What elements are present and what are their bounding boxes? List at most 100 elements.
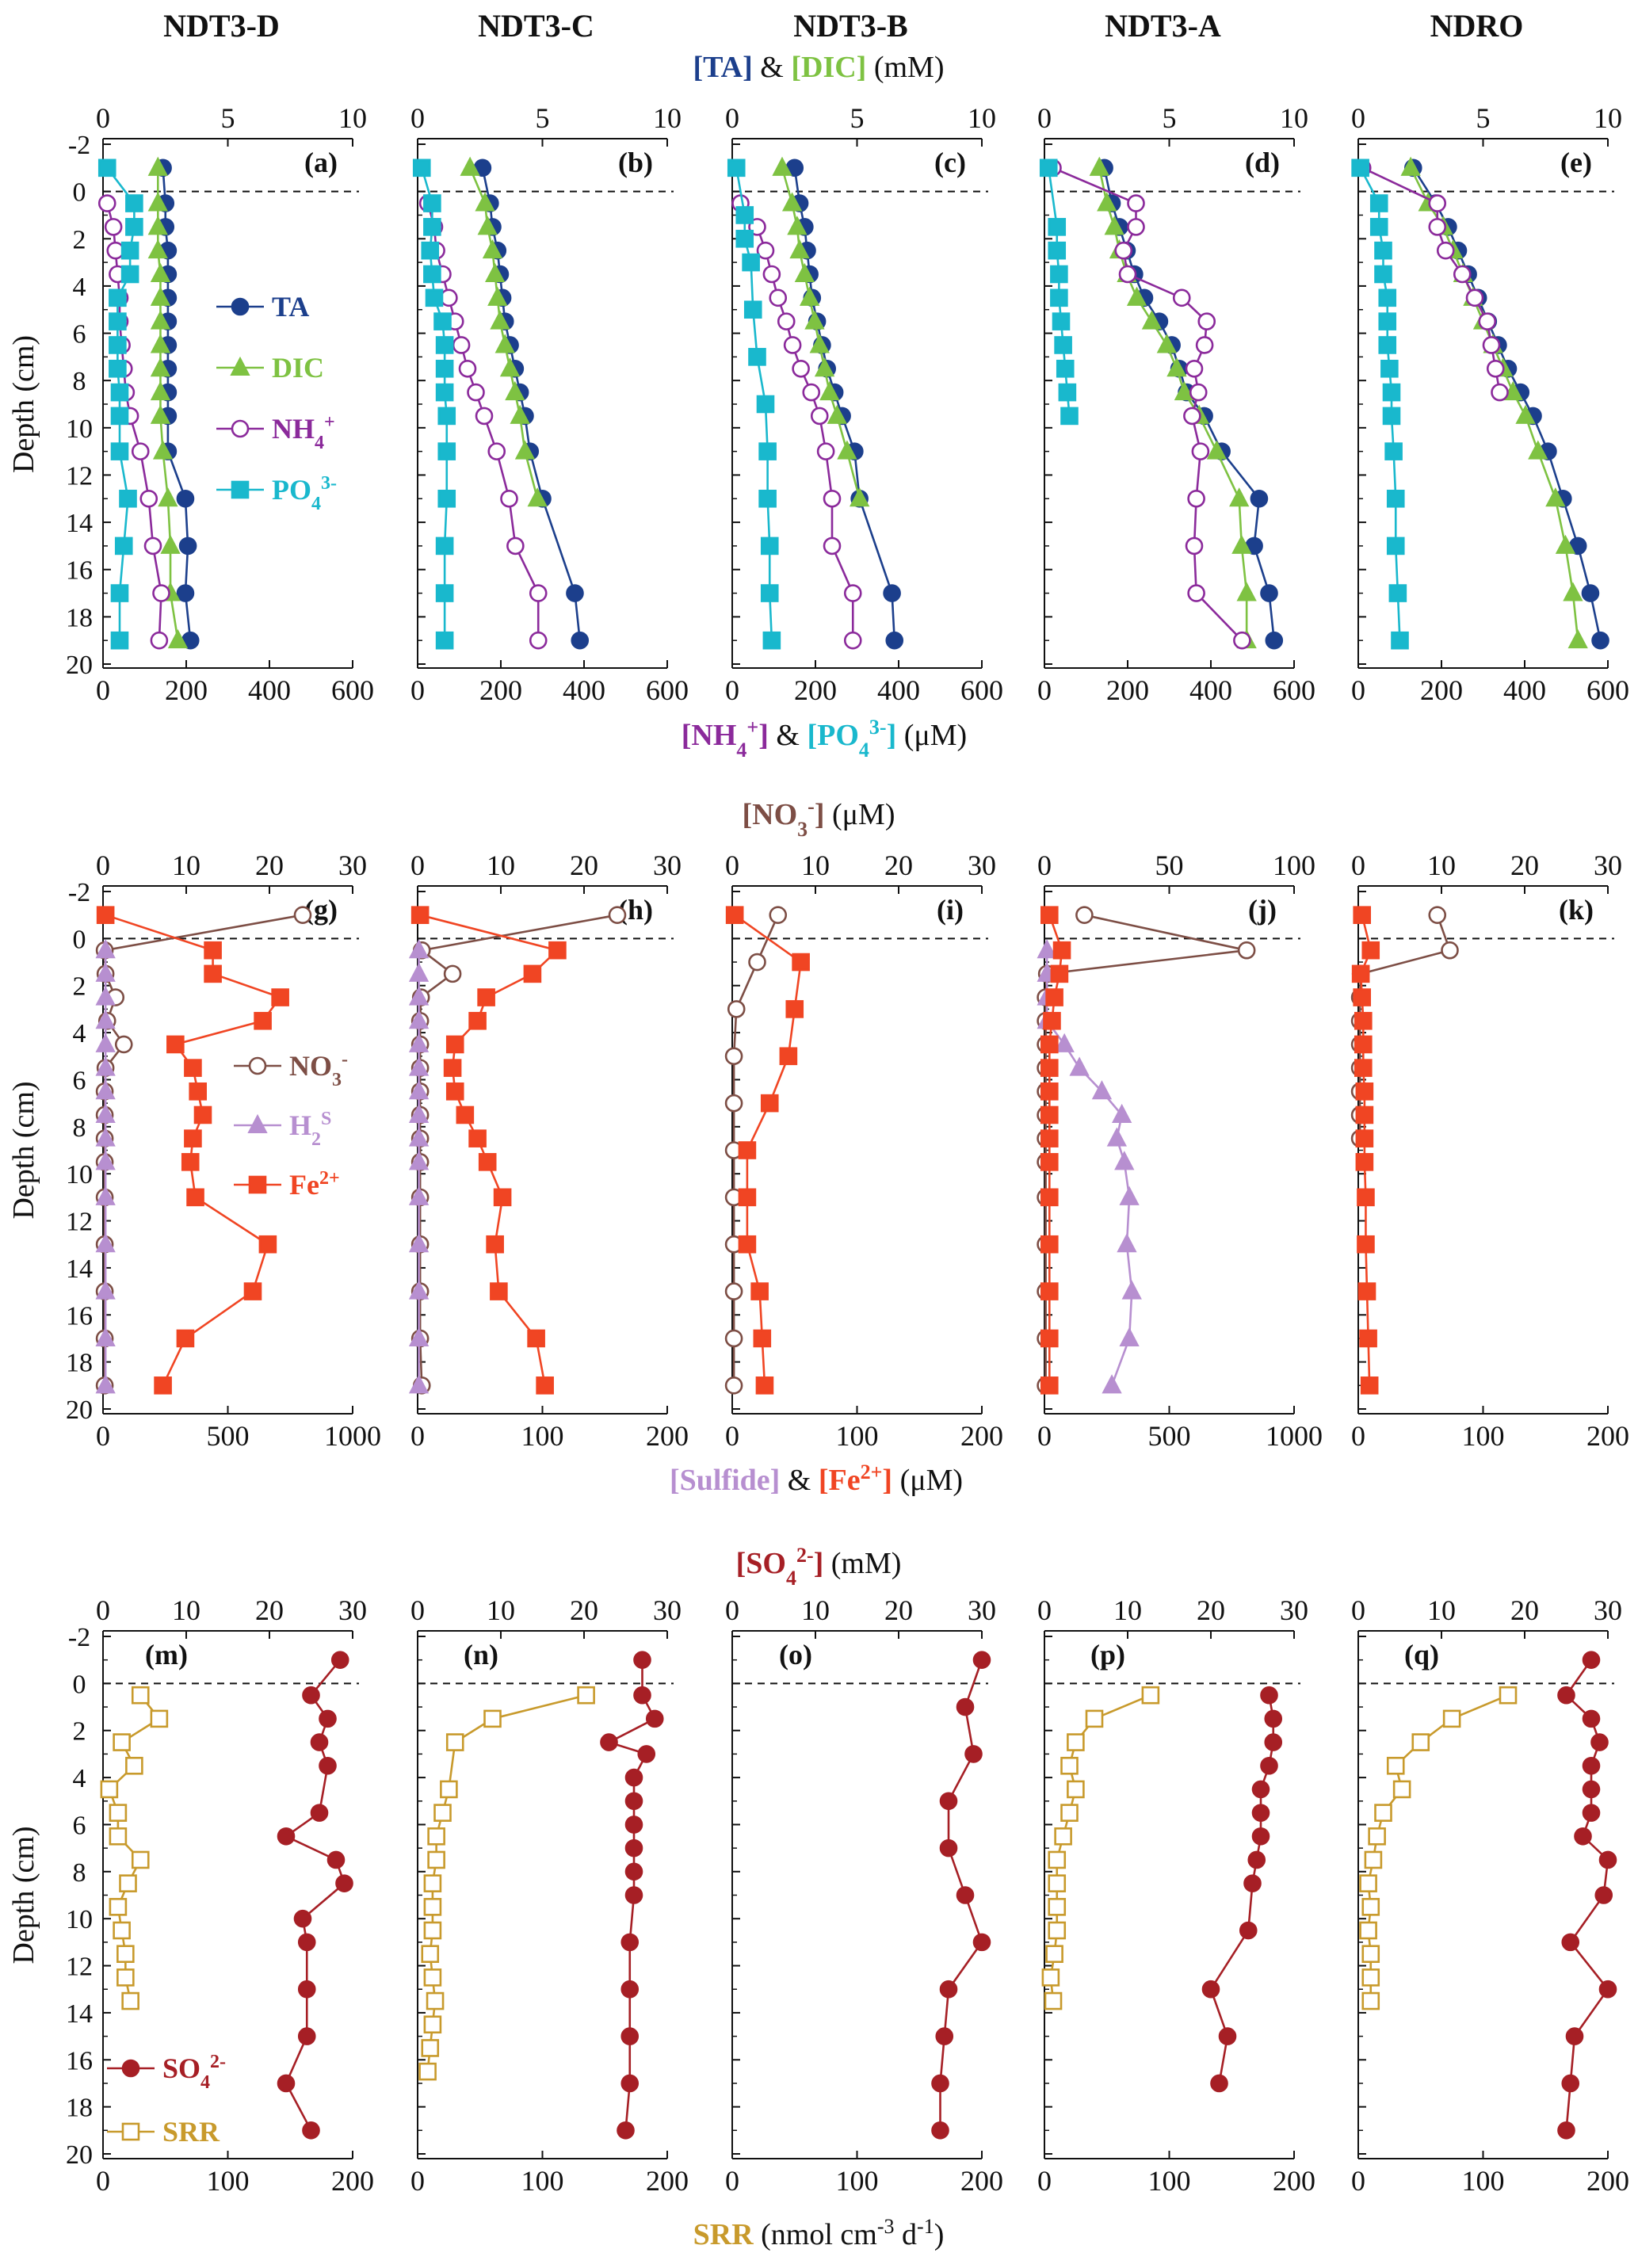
data-point-nh4 <box>823 489 842 508</box>
data-point-h2s <box>408 1103 430 1123</box>
top-tick-label: 0 <box>410 850 425 881</box>
bottom-tick-label: 0 <box>1351 2165 1365 2197</box>
data-point-fe <box>779 1047 798 1066</box>
panel-q: 0 10 20 30 0 100 200 (q) <box>1351 1594 1629 2197</box>
data-point-po4 <box>1052 312 1071 330</box>
bottom-tick-label: 200 <box>794 674 837 706</box>
data-point-srr <box>1361 1898 1380 1916</box>
data-point-so4 <box>620 1933 640 1952</box>
data-point-fe <box>1050 964 1069 983</box>
data-point-nh4 <box>467 383 485 402</box>
data-point-po4 <box>435 336 454 354</box>
data-point-nh4 <box>1491 383 1509 402</box>
data-point-nh4 <box>1482 336 1501 354</box>
data-point-no3 <box>1075 906 1094 924</box>
panel-label: (d) <box>1245 147 1280 178</box>
panel-k: 0 10 20 30 0 100 200 (k) <box>1350 850 1629 1452</box>
data-point-nh4 <box>458 359 477 378</box>
data-point-fe <box>785 1000 804 1018</box>
row1-footer-part: [PO <box>807 719 858 752</box>
top-tick-label: 0 <box>96 850 110 881</box>
data-point-nh4 <box>1428 194 1447 212</box>
data-point-po4 <box>735 206 754 224</box>
data-point-dic <box>781 192 803 212</box>
bottom-tick-label: 600 <box>1586 674 1629 706</box>
data-point-fe <box>1353 906 1372 924</box>
row3-footer-part: -3 <box>877 2215 895 2238</box>
data-point-po4 <box>421 241 440 260</box>
top-tick-label: 5 <box>536 102 550 134</box>
data-point-po4 <box>1374 241 1392 260</box>
data-point-srr <box>1411 1733 1430 1751</box>
data-point-fe <box>527 1329 545 1348</box>
data-point-dic <box>482 239 503 259</box>
data-point-ta <box>178 536 197 556</box>
data-point-dic <box>814 357 835 377</box>
data-point-srr <box>1060 1804 1079 1822</box>
data-point-srr <box>423 2015 442 2034</box>
data-point-h2s <box>408 1327 430 1346</box>
data-point-dic <box>475 192 495 212</box>
data-point-dic <box>804 310 825 330</box>
bottom-tick-label: 0 <box>1351 1420 1365 1452</box>
depth-tick-label: 18 <box>66 2094 93 2123</box>
data-point-dic <box>819 380 840 401</box>
data-point-dic <box>772 156 792 176</box>
top-tick-label: 20 <box>884 850 913 881</box>
data-point-po4 <box>109 288 127 307</box>
legend-marker-h2s <box>247 1113 268 1133</box>
data-point-so4 <box>624 1768 643 1787</box>
bottom-tick-label: 0 <box>410 674 425 706</box>
data-point-so4 <box>326 1850 346 1869</box>
data-point-po4 <box>1054 336 1072 354</box>
data-point-nh4 <box>1195 336 1214 354</box>
series-line-so4 <box>606 1659 657 2131</box>
legend-label-part: 4 <box>311 494 321 514</box>
data-point-fe <box>1040 1129 1059 1147</box>
depth-tick-label: 18 <box>66 603 93 632</box>
data-point-so4 <box>297 1980 316 1999</box>
panel-o: 0 10 20 30 0 100 200 (o) <box>725 1594 1003 2197</box>
data-point-nh4 <box>475 407 494 426</box>
row2-header-part: 3 <box>797 818 808 841</box>
data-point-fe <box>523 964 542 983</box>
data-point-srr <box>1386 1756 1405 1775</box>
depth-tick-label: 0 <box>73 178 86 208</box>
data-point-nh4 <box>529 584 548 602</box>
bottom-tick-label: 600 <box>646 674 689 706</box>
data-point-h2s <box>408 986 430 1006</box>
depth-tick-label: 2 <box>73 972 86 1002</box>
data-point-fe <box>1355 1153 1374 1171</box>
data-point-fe <box>750 1282 769 1300</box>
data-point-fe <box>1045 988 1063 1006</box>
data-point-so4 <box>939 1792 958 1811</box>
data-point-fe <box>1040 1105 1059 1124</box>
data-point-po4 <box>110 407 129 426</box>
bottom-tick-label: 100 <box>836 2165 879 2197</box>
row2-footer-part: 2+ <box>861 1460 883 1483</box>
data-point-nh4 <box>1436 241 1455 260</box>
data-point-po4 <box>1048 241 1067 260</box>
top-tick-label: 10 <box>1113 1594 1142 1626</box>
data-point-po4 <box>109 312 127 330</box>
panel-j: 0 50 1000 500 1000(j) <box>1037 850 1323 1452</box>
data-point-nh4 <box>506 536 525 556</box>
bottom-tick-label: 600 <box>331 674 374 706</box>
data-point-srr <box>100 1780 119 1799</box>
data-point-so4 <box>956 1697 975 1716</box>
data-point-nh4 <box>139 489 158 508</box>
series-line-nh4 <box>1361 166 1501 393</box>
data-point-fe <box>753 1329 772 1348</box>
data-point-h2s <box>408 939 430 959</box>
data-point-srr <box>1067 1780 1085 1799</box>
data-point-h2s <box>408 1233 430 1253</box>
depth-tick-label: -2 <box>68 1623 90 1652</box>
data-point-ta <box>176 489 195 508</box>
data-point-fe <box>1040 1282 1059 1300</box>
row3-footer-part: SRR <box>693 2218 754 2251</box>
data-point-srr <box>131 1850 150 1869</box>
legend-label-part: SO <box>162 2052 200 2084</box>
legend-marker-po4 <box>231 480 250 499</box>
